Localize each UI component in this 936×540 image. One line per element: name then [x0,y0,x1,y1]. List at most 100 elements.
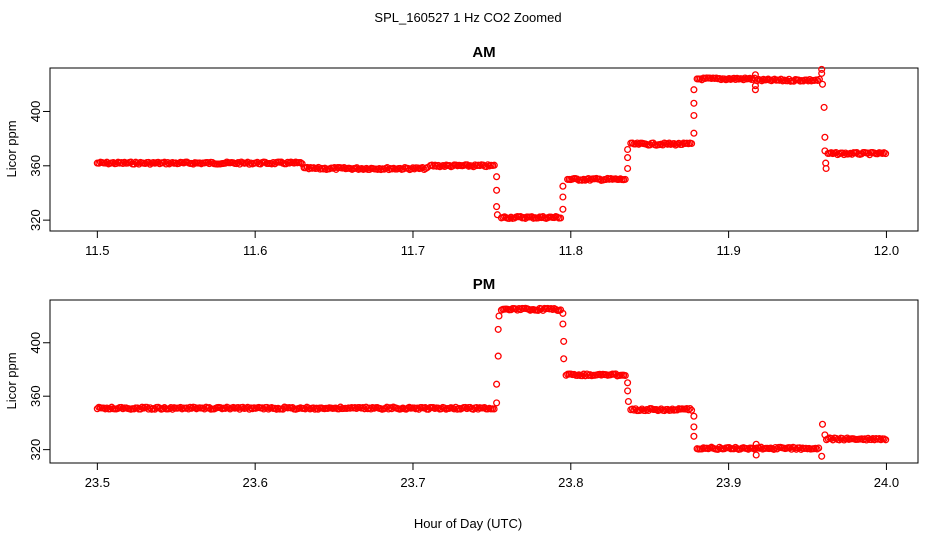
pm-transition-point [690,412,698,420]
pm-data-point [474,405,482,413]
pm-data-point [686,404,694,413]
am-data-point [434,161,442,169]
am-data-point [119,159,127,168]
pm-y-tick-label: 400 [28,332,43,354]
am-transition-point [690,111,698,120]
am-data-point [840,151,848,159]
pm-transition-point [752,451,760,459]
am-transition-point [493,173,501,181]
am-y-tick-label: 400 [28,101,43,123]
am-transition-point [818,65,826,73]
pm-data-point [827,434,835,443]
am-data-point [815,75,823,83]
pm-data-point [580,370,588,378]
pm-y-tick-label: 320 [28,439,43,461]
am-data-point [528,213,536,221]
am-data-point [245,160,253,168]
pm-transition-point [493,380,501,388]
am-x-tick-label: 11.9 [716,243,740,258]
pm-panel-title: PM [473,276,496,293]
pm-x-tick-label: 23.8 [558,475,583,490]
pm-data-point [239,403,247,411]
am-data-point [665,139,673,147]
pm-transition-point [494,325,502,333]
am-transition-point [690,99,698,107]
x-axis-label: Hour of Day (UTC) [414,516,522,531]
pm-data-point [461,403,469,411]
pm-transition-point [690,423,698,431]
am-data-point [353,164,361,172]
am-transition-point [493,211,501,219]
pm-data-point [335,405,343,413]
am-data-point [162,160,170,168]
pm-transition-point [624,379,632,387]
pm-x-tick-label: 23.5 [85,475,110,490]
am-transition-point [821,133,829,141]
am-transition-point [818,80,827,88]
am-data-point [189,160,197,168]
pm-transition-point [821,431,829,439]
am-y-axis-label: Licor ppm [4,120,19,177]
pm-data-point [786,444,794,452]
pm-x-tick-label: 23.9 [716,475,741,490]
pm-transition-point [690,432,698,440]
am-x-tick-label: 12.0 [874,243,899,258]
pm-data-point [882,436,890,444]
pm-plot-frame [49,299,919,464]
pm-data-point [688,406,696,414]
am-transition-point [559,182,567,190]
am-data-point [130,160,138,168]
am-panel: AM Licor ppm 11.5 11.6 11.7 11.8 11.9 12.0 320… [4,44,919,258]
pm-data-points [93,304,890,460]
am-transition-point [559,193,567,201]
pm-data-point [301,405,309,413]
am-transition-point [751,86,759,94]
am-data-point [838,149,846,157]
am-y-tick-label: 360 [28,155,43,177]
pm-data-point [861,435,869,443]
pm-transition-point [495,312,503,320]
am-transition-point [821,147,829,155]
am-x-tick-label: 11.5 [85,243,109,258]
pm-transition-point [559,309,567,317]
pm-data-point [93,405,101,413]
am-data-point [505,214,513,222]
pm-transition-point [752,440,760,448]
pm-data-point [367,405,375,413]
pm-x-tick-label: 23.7 [400,475,425,490]
pm-data-point [258,404,266,412]
am-data-point [482,163,490,171]
am-transition-point [751,82,759,90]
pm-data-point [684,406,692,414]
pm-data-point [864,434,872,442]
pm-transition-point [818,420,827,428]
am-data-point [135,160,143,168]
pm-y-axis-label: Licor ppm [4,352,19,409]
am-data-point [490,161,498,169]
pm-data-point [234,404,242,412]
pm-data-point [838,434,847,443]
am-data-point [746,74,754,82]
pm-data-point [787,445,796,453]
am-data-point [758,77,766,85]
am-transition-point [818,69,826,77]
am-data-point [678,140,686,149]
pm-transition-point [818,452,826,460]
am-transition-point [559,205,567,213]
pm-data-point [862,436,871,444]
pm-data-point [245,405,253,413]
pm-axis-ticks: 23.5 23.6 23.7 23.8 23.9 24.0 320 360 400 [28,332,899,490]
am-data-point [221,159,229,167]
am-data-point [507,213,515,221]
am-data-point [340,163,348,172]
am-data-point [814,76,822,85]
am-data-point [234,159,242,167]
am-data-point [739,76,748,84]
pm-data-point [621,371,629,380]
pm-transition-point [624,387,632,395]
pm-transition-point [560,337,568,345]
am-x-tick-label: 11.8 [559,243,583,258]
am-data-point [557,214,565,222]
pm-data-point [167,404,175,412]
am-data-points [93,65,890,222]
